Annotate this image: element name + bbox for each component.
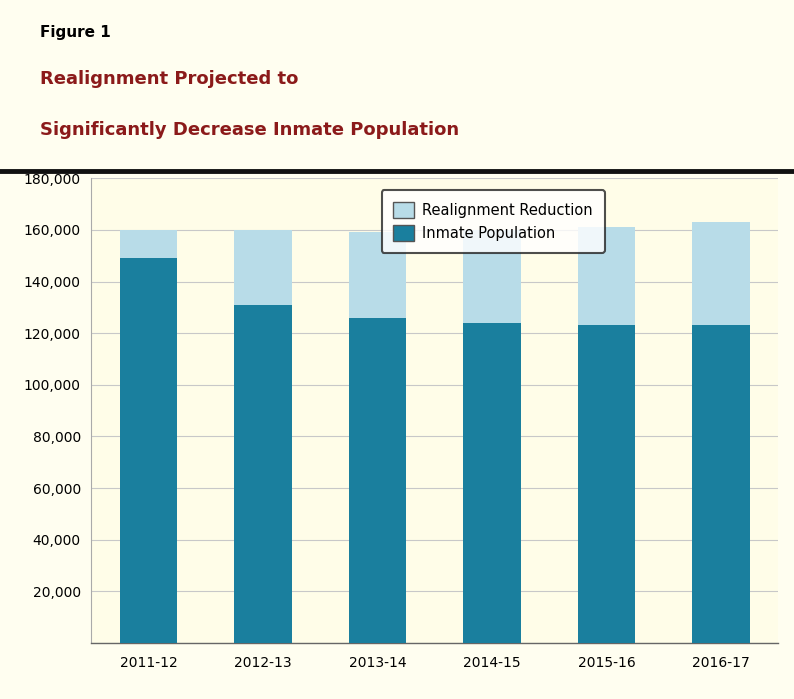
Legend: Realignment Reduction, Inmate Population: Realignment Reduction, Inmate Population: [382, 190, 605, 252]
Bar: [578, 326, 635, 643]
Bar: [234, 230, 291, 305]
Bar: [692, 222, 750, 326]
Bar: [464, 323, 521, 643]
Bar: [120, 259, 177, 643]
Bar: [464, 230, 521, 323]
Text: Realignment Projected to: Realignment Projected to: [40, 71, 298, 89]
Bar: [234, 305, 291, 643]
Bar: [120, 230, 177, 259]
Bar: [349, 317, 406, 643]
Text: Significantly Decrease Inmate Population: Significantly Decrease Inmate Population: [40, 121, 459, 139]
Bar: [578, 227, 635, 326]
Bar: [349, 233, 406, 317]
Bar: [692, 326, 750, 643]
Text: Figure 1: Figure 1: [40, 25, 110, 40]
